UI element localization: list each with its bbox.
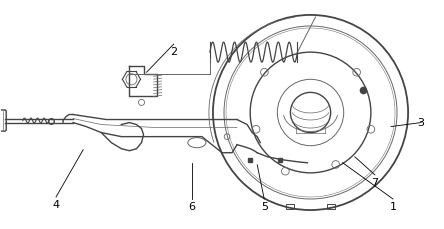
Text: 2: 2 [170, 47, 177, 57]
Text: 6: 6 [188, 202, 195, 212]
Text: 4: 4 [52, 200, 59, 210]
Bar [286, 204, 294, 209]
Text: 7: 7 [371, 178, 378, 188]
Text: 5: 5 [261, 202, 268, 212]
Bar [327, 204, 335, 209]
Text: 1: 1 [389, 202, 396, 212]
Text: 3: 3 [418, 117, 424, 128]
